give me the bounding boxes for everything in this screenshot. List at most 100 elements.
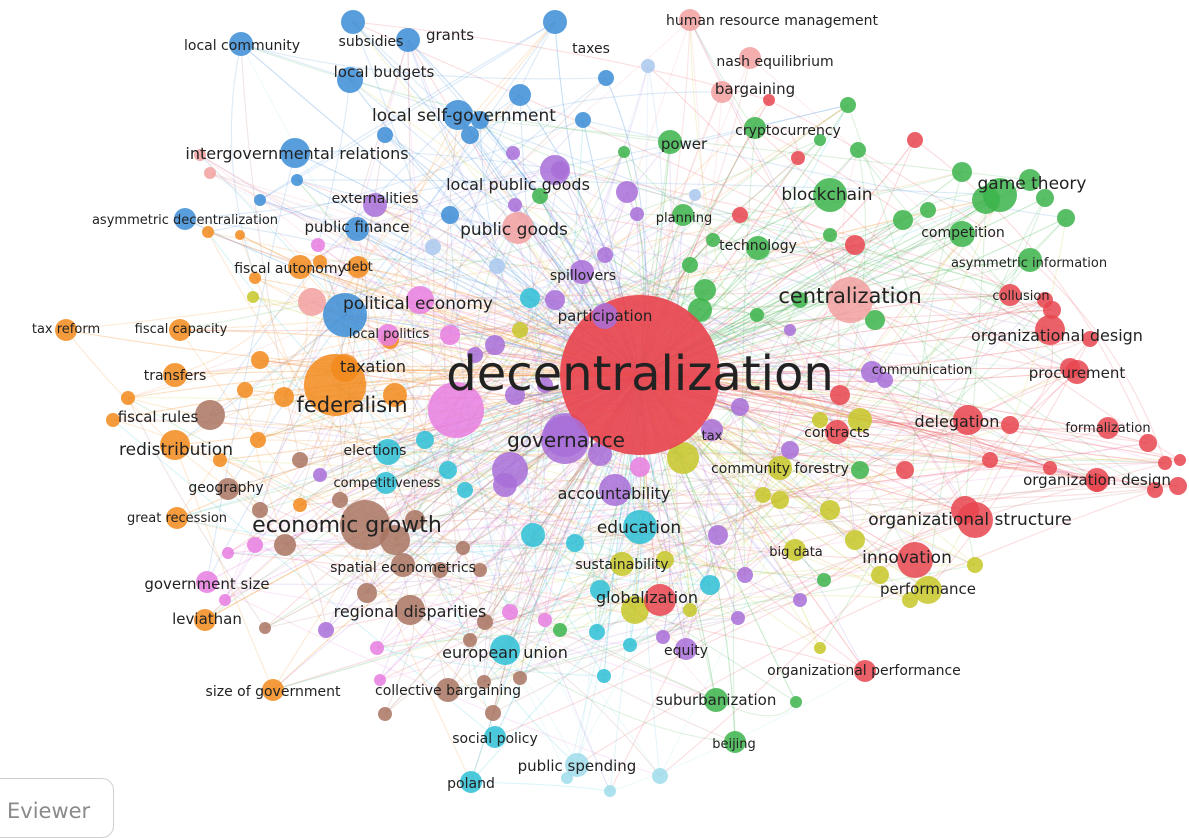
network-node[interactable]: [689, 189, 701, 201]
network-node[interactable]: [682, 257, 698, 273]
label-collusion[interactable]: collusion: [992, 289, 1049, 304]
network-node[interactable]: [502, 604, 518, 620]
network-node[interactable]: [850, 142, 866, 158]
network-node[interactable]: [521, 523, 545, 547]
label-sustainability[interactable]: sustainability: [575, 557, 668, 573]
network-node[interactable]: [604, 785, 616, 797]
label-public-finance[interactable]: public finance: [304, 218, 409, 236]
label-taxation[interactable]: taxation: [340, 357, 406, 376]
network-node[interactable]: [235, 230, 245, 240]
label-local-public-goods[interactable]: local public goods: [446, 175, 590, 194]
label-cryptocurrency[interactable]: cryptocurrency: [735, 123, 841, 139]
network-node[interactable]: [439, 461, 457, 479]
network-node[interactable]: [520, 288, 540, 308]
label-local-community[interactable]: local community: [184, 38, 300, 54]
network-node[interactable]: [378, 707, 392, 721]
label-leviathan[interactable]: leviathan: [172, 610, 242, 628]
label-organizational-performance[interactable]: organizational performance: [767, 663, 961, 679]
network-node[interactable]: [1169, 477, 1187, 495]
label-equity[interactable]: equity: [664, 643, 708, 659]
network-node[interactable]: [896, 461, 914, 479]
label-political-economy[interactable]: political economy: [343, 294, 493, 314]
network-node[interactable]: [575, 112, 591, 128]
network-node[interactable]: [489, 258, 505, 274]
label-intergovernmental-relations[interactable]: intergovernmental relations: [185, 144, 408, 163]
label-grants[interactable]: grants: [426, 26, 474, 44]
network-node[interactable]: [731, 611, 745, 625]
label-redistribution[interactable]: redistribution: [119, 440, 233, 460]
label-beijing[interactable]: beijing: [712, 737, 756, 752]
network-node[interactable]: [817, 573, 831, 587]
label-regional-disparities[interactable]: regional disparities: [334, 602, 487, 621]
network-node[interactable]: [1158, 456, 1172, 470]
network-node[interactable]: [416, 431, 434, 449]
label-centralization[interactable]: centralization: [778, 284, 921, 308]
label-game-theory[interactable]: game theory: [978, 174, 1087, 194]
network-node[interactable]: [737, 567, 753, 583]
network-node[interactable]: [121, 391, 135, 405]
network-node[interactable]: [907, 132, 923, 148]
network-node[interactable]: [845, 530, 865, 550]
network-node[interactable]: [823, 228, 837, 242]
network-node[interactable]: [553, 623, 567, 637]
network-node[interactable]: [814, 642, 826, 654]
network-node[interactable]: [750, 308, 764, 322]
label-procurement[interactable]: procurement: [1029, 364, 1126, 382]
network-node[interactable]: [597, 669, 611, 683]
label-spatial-econometrics[interactable]: spatial econometrics: [330, 560, 476, 576]
label-elections[interactable]: elections: [344, 443, 407, 459]
label-european-union[interactable]: european union: [442, 643, 568, 662]
node-fiscal-rules[interactable]: [195, 400, 225, 430]
label-community-forestry[interactable]: community forestry: [711, 461, 849, 477]
label-tax-reform[interactable]: tax reform: [32, 322, 100, 337]
network-node[interactable]: [700, 575, 720, 595]
network-node[interactable]: [457, 482, 473, 498]
label-asymmetric-decentralization[interactable]: asymmetric decentralization: [92, 213, 278, 228]
label-subsidies[interactable]: subsidies: [339, 34, 404, 50]
label-big-data[interactable]: big data: [769, 545, 823, 560]
label-local-self-government[interactable]: local self-government: [372, 106, 556, 126]
label-debt[interactable]: debt: [343, 260, 373, 275]
label-planning[interactable]: planning: [656, 211, 712, 226]
label-decentralization[interactable]: decentralization: [446, 346, 834, 402]
network-node[interactable]: [1174, 454, 1186, 466]
label-contracts[interactable]: contracts: [804, 425, 869, 441]
network-node[interactable]: [781, 441, 799, 459]
network-node[interactable]: [623, 638, 637, 652]
label-power[interactable]: power: [661, 135, 708, 153]
network-node[interactable]: [274, 387, 294, 407]
network-node[interactable]: [332, 492, 348, 508]
network-node[interactable]: [441, 206, 459, 224]
label-social-policy[interactable]: social policy: [452, 731, 538, 747]
network-node[interactable]: [598, 70, 614, 86]
network-node[interactable]: [247, 537, 263, 553]
label-local-politics[interactable]: local politics: [349, 327, 430, 342]
network-node[interactable]: [485, 705, 501, 721]
network-node[interactable]: [311, 238, 325, 252]
label-participation[interactable]: participation: [558, 307, 653, 325]
network-node[interactable]: [377, 127, 393, 143]
label-delegation[interactable]: delegation: [915, 412, 1000, 431]
label-asymmetric-information[interactable]: asymmetric information: [951, 256, 1107, 271]
network-node[interactable]: [204, 167, 216, 179]
network-node[interactable]: [1139, 434, 1157, 452]
network-node[interactable]: [851, 461, 869, 479]
network-node[interactable]: [259, 622, 271, 634]
network-node[interactable]: [298, 288, 326, 316]
network-node[interactable]: [250, 432, 266, 448]
label-federalism[interactable]: federalism: [296, 393, 407, 417]
network-node[interactable]: [732, 207, 748, 223]
network-node[interactable]: [370, 641, 384, 655]
network-node[interactable]: [784, 324, 796, 336]
network-node[interactable]: [652, 768, 668, 784]
network-node[interactable]: [820, 500, 840, 520]
network-node[interactable]: [630, 457, 650, 477]
network-node[interactable]: [793, 593, 807, 607]
network-node[interactable]: [440, 325, 460, 345]
label-blockchain[interactable]: blockchain: [781, 185, 872, 205]
network-node[interactable]: [618, 146, 630, 158]
network-node[interactable]: [840, 97, 856, 113]
network-node[interactable]: [425, 239, 441, 255]
network-node[interactable]: [706, 233, 720, 247]
label-great-recession[interactable]: great recession: [127, 511, 227, 526]
